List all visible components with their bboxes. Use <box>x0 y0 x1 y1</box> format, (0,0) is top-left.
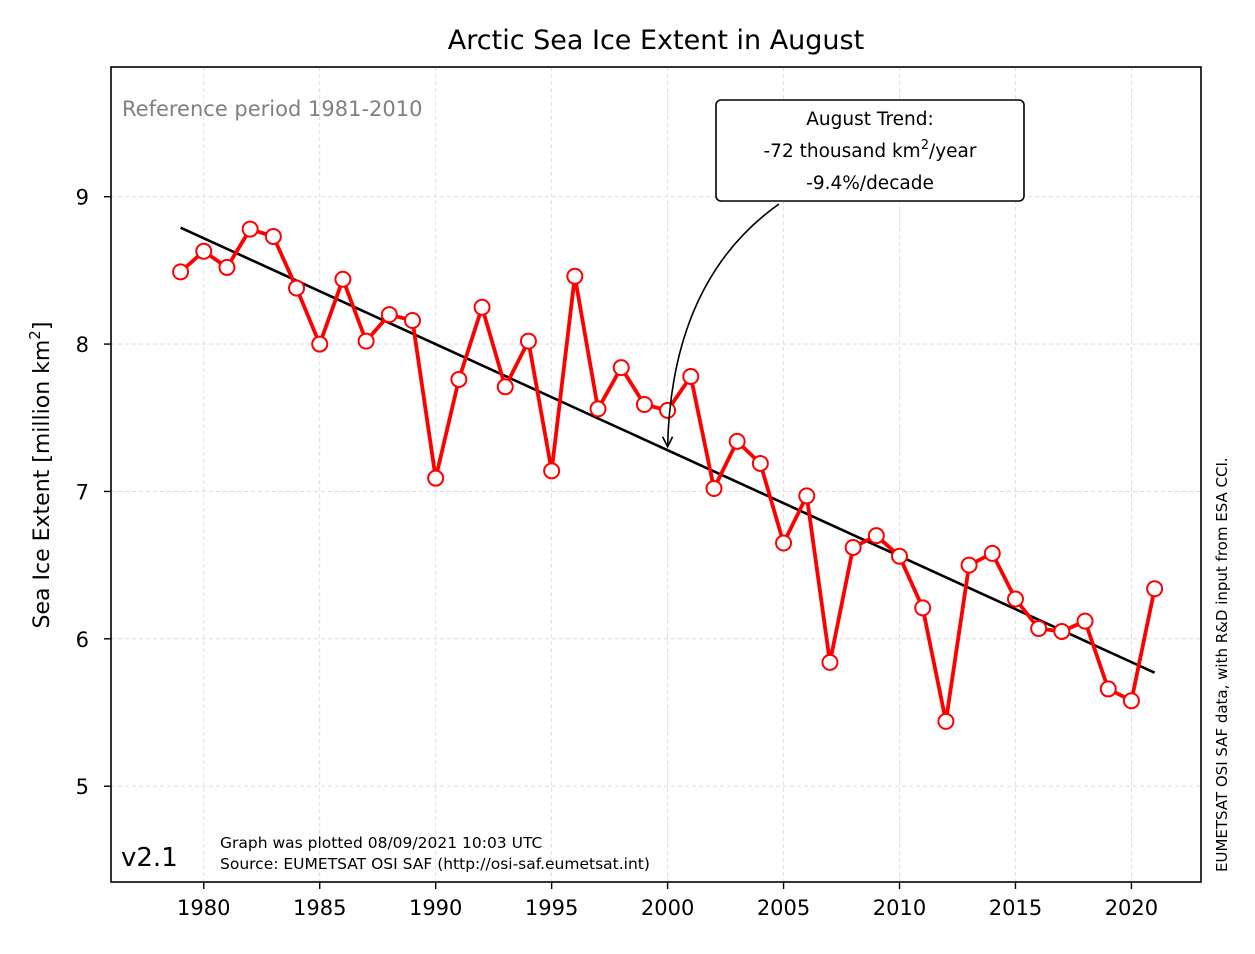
data-point-2005 <box>775 534 793 552</box>
data-point-2019 <box>1099 680 1117 698</box>
data-point-2004 <box>751 454 769 472</box>
y-tick-label: 9 <box>76 186 89 210</box>
data-point-2000 <box>659 401 677 419</box>
data-point-1997 <box>589 400 607 418</box>
data-point-2008 <box>844 538 862 556</box>
data-point-1993 <box>496 378 514 396</box>
x-tick-label: 1980 <box>177 896 230 920</box>
y-axis-label-end: ] <box>30 322 55 331</box>
annotation-line3: -9.4%/decade <box>806 173 934 194</box>
data-point-1992 <box>473 298 491 316</box>
data-point-2007 <box>821 653 839 671</box>
credit-text: EUMETSAT OSI SAF data, with R&D input fr… <box>1213 457 1231 872</box>
y-axis-label-superscript: 2 <box>26 330 44 340</box>
annotation-arrow <box>666 203 780 447</box>
version-label: v2.1 <box>121 843 178 873</box>
x-tick-label: 2005 <box>757 896 810 920</box>
data-point-2003 <box>728 432 746 450</box>
x-tick-label: 1990 <box>409 896 462 920</box>
annotation-arrowhead <box>661 436 674 449</box>
data-point-2010 <box>891 547 909 565</box>
data-point-1990 <box>427 469 445 487</box>
y-axis-label-text: Sea Ice Extent [million km <box>30 340 55 629</box>
y-axis: 5 6 7 8 9 <box>76 186 111 799</box>
extent-series <box>172 220 1164 730</box>
y-tick-label: 8 <box>76 333 89 357</box>
trend-annotation: August Trend: -72 thousand km2/year -9.4… <box>661 99 1025 449</box>
grid <box>111 67 1201 882</box>
data-point-1989 <box>403 311 421 329</box>
plotted-timestamp: Graph was plotted 08/09/2021 10:03 UTC <box>220 834 542 852</box>
annotation-line2-pre: -72 thousand km <box>764 141 921 162</box>
data-point-2021 <box>1146 580 1164 598</box>
data-point-2018 <box>1076 612 1094 630</box>
data-point-1991 <box>450 370 468 388</box>
x-tick-label: 1995 <box>525 896 578 920</box>
y-tick-label: 5 <box>76 775 89 799</box>
annotation-box <box>715 99 1025 202</box>
x-tick-label: 1985 <box>293 896 346 920</box>
annotation-line1: August Trend: <box>806 109 934 130</box>
data-point-2015 <box>1006 590 1024 608</box>
trend-series <box>180 226 1156 674</box>
x-tick-label: 2000 <box>641 896 694 920</box>
data-point-1987 <box>357 332 375 350</box>
data-point-2009 <box>867 527 885 545</box>
data-point-1984 <box>288 279 306 297</box>
data-point-2012 <box>937 712 955 730</box>
data-point-1981 <box>218 258 236 276</box>
plot-frame <box>110 66 1202 883</box>
reference-period-text: Reference period 1981-2010 <box>122 97 422 121</box>
data-point-1999 <box>635 395 653 413</box>
data-point-1982 <box>241 220 259 238</box>
data-point-2017 <box>1053 622 1071 640</box>
data-point-1988 <box>380 306 398 324</box>
data-point-2002 <box>705 480 723 498</box>
data-point-1985 <box>311 335 329 353</box>
data-point-1995 <box>543 462 561 480</box>
data-point-2011 <box>914 599 932 617</box>
data-point-2020 <box>1122 692 1140 710</box>
y-axis-label: Sea Ice Extent [million km2] <box>26 322 55 629</box>
data-point-2001 <box>682 367 700 385</box>
data-point-1979 <box>172 263 190 281</box>
data-point-2006 <box>798 487 816 505</box>
annotation-line2: -72 thousand km2/year <box>764 138 977 162</box>
x-tick-label: 2015 <box>989 896 1042 920</box>
chart-title: Arctic Sea Ice Extent in August <box>448 25 864 56</box>
annotation-line2-post: /year <box>929 141 977 162</box>
y-tick-label: 7 <box>76 480 89 504</box>
annotation-line2-sup: 2 <box>921 138 929 153</box>
x-axis: 1980 1985 1990 1995 2000 2005 2010 2015 2020 <box>177 882 1158 920</box>
y-tick-label: 6 <box>76 628 89 652</box>
data-point-1986 <box>334 270 352 288</box>
x-tick-label: 2010 <box>873 896 926 920</box>
data-point-1983 <box>264 227 282 245</box>
data-point-1980 <box>195 242 213 260</box>
data-point-1996 <box>566 267 584 285</box>
data-point-1998 <box>612 359 630 377</box>
data-point-1994 <box>519 332 537 350</box>
data-point-2013 <box>960 556 978 574</box>
trend-line <box>180 226 1156 674</box>
x-tick-label: 2020 <box>1105 896 1158 920</box>
source-text: Source: EUMETSAT OSI SAF (http://osi-saf… <box>220 855 650 873</box>
data-point-2016 <box>1030 620 1048 638</box>
data-point-2014 <box>983 544 1001 562</box>
